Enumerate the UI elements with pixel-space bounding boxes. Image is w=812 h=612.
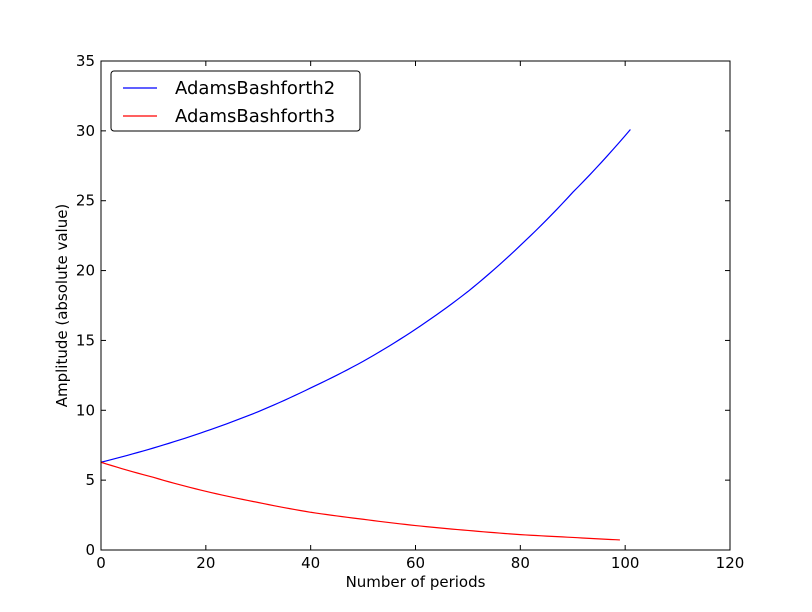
series-layer [100,129,631,541]
x-tick-label: 0 [96,554,106,572]
y-tick-label: 35 [76,52,95,70]
y-tick-label: 25 [76,192,95,210]
series-line-1 [100,129,631,463]
series-line-2 [100,461,620,541]
legend-box [110,70,361,132]
y-tick-label: 10 [76,401,95,419]
x-tick-label: 40 [301,554,320,572]
y-tick-label: 0 [85,541,95,559]
x-axis-label: Number of periods [346,573,486,591]
y-tick-label: 15 [76,331,95,349]
x-tick-label: 80 [511,554,530,572]
x-tick-label: 60 [406,554,425,572]
legend-label: AdamsBashforth2 [175,78,335,99]
legend: AdamsBashforth2 AdamsBashforth3 [110,70,361,132]
y-tick-label: 30 [76,122,95,140]
y-tick-label: 20 [76,262,95,280]
y-axis-ticks: 0 5 10 15 20 25 30 35 [76,52,730,559]
plot-area [101,61,730,550]
y-axis-label: Amplitude (absolute value) [53,204,71,408]
x-tick-label: 20 [196,554,215,572]
x-tick-label: 120 [716,554,745,572]
legend-label: AdamsBashforth3 [175,106,335,127]
x-tick-label: 100 [611,554,640,572]
y-tick-label: 5 [85,471,95,489]
x-axis-ticks: 0 20 40 60 80 100 120 [96,61,744,572]
